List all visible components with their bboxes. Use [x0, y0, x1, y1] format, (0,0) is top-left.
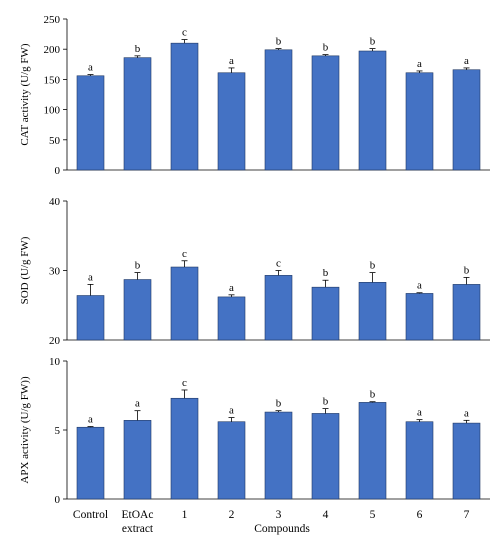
significance-letter: c [276, 258, 281, 270]
significance-letter: b [276, 398, 282, 410]
y-axis-label: CAT activity (U/g FW) [19, 43, 31, 145]
bar [358, 282, 387, 341]
x-tick-label: 2 [229, 509, 235, 521]
significance-letter: b [370, 36, 376, 48]
x-tick-label: 6 [417, 509, 423, 521]
x-tick-label: 3 [276, 509, 282, 521]
y-tick-label: 50 [49, 135, 61, 147]
y-tick-label: 10 [49, 356, 61, 368]
significance-letter: b [464, 264, 470, 276]
bar [170, 42, 199, 171]
bar [123, 57, 152, 171]
y-tick-label: 150 [44, 74, 61, 86]
significance-letter: a [88, 271, 93, 283]
x-tick-label: 4 [323, 509, 329, 521]
significance-letter: a [88, 414, 93, 426]
significance-letter: a [464, 407, 469, 419]
x-tick-label: 1 [182, 509, 188, 521]
significance-letter: a [417, 407, 422, 419]
chart-panel-3: 0 5 10 APX activity (U/g FW)) a a c a b b b a a [19, 356, 490, 506]
significance-letter: a [464, 55, 469, 67]
significance-letter: a [88, 62, 93, 74]
chart-panel-1: 0 50 100 150 200 250 CAT activity (U/g FW) a b c a… [19, 14, 490, 177]
significance-letter: b [276, 36, 282, 48]
significance-letter: b [370, 389, 376, 401]
bar [123, 279, 152, 341]
bar [217, 72, 246, 171]
bar [311, 413, 340, 500]
bar [217, 296, 246, 341]
y-tick-label: 100 [44, 105, 61, 117]
y-tick-label: 40 [49, 196, 61, 208]
x-tick-label: EtOAc extract [122, 509, 154, 535]
bar [76, 295, 105, 341]
significance-letter: c [182, 377, 187, 389]
significance-letter: a [229, 282, 234, 294]
bar [358, 402, 387, 500]
significance-letter: a [135, 398, 140, 410]
significance-letter: b [323, 396, 329, 408]
y-tick-label: 5 [55, 425, 61, 437]
significance-letter: a [229, 55, 234, 67]
bar [217, 421, 246, 500]
significance-letter: a [417, 280, 422, 292]
x-tick-label: Control [73, 509, 108, 521]
y-tick-label: 0 [55, 494, 61, 506]
bar [452, 69, 481, 171]
bar [311, 55, 340, 171]
x-axis-title: Compounds [254, 523, 310, 535]
bar [405, 421, 434, 500]
y-tick-label: 250 [44, 14, 61, 26]
significance-letter: a [229, 405, 234, 417]
bar [264, 275, 293, 341]
x-axis-labels: Control EtOAc extract 1 2 3 4 5 6 7 [73, 509, 470, 535]
x-tick-label: 5 [370, 509, 376, 521]
y-tick-label: 30 [49, 266, 61, 278]
bar [452, 422, 481, 500]
bar [76, 426, 105, 500]
significance-letter: b [323, 267, 329, 279]
bar [264, 411, 293, 500]
bar [452, 284, 481, 341]
bar [170, 397, 199, 500]
y-axis-label: APX activity (U/g FW)) [19, 376, 31, 484]
y-tick-label: 20 [49, 335, 61, 347]
significance-letter: b [370, 260, 376, 272]
significance-letter: c [182, 27, 187, 39]
bar [405, 72, 434, 171]
significance-letter: b [135, 260, 141, 272]
y-tick-label: 200 [44, 44, 61, 56]
y-axis-label: SOD (U/g FW) [19, 236, 31, 304]
significance-letter: b [135, 43, 141, 55]
x-tick-label: 7 [464, 509, 470, 521]
bar [170, 266, 199, 341]
bar [264, 49, 293, 171]
y-tick-label: 0 [55, 165, 61, 177]
bar [405, 293, 434, 341]
bar [358, 50, 387, 171]
significance-letter: b [323, 42, 329, 54]
significance-letter: a [417, 58, 422, 70]
bar [123, 420, 152, 500]
bar [311, 286, 340, 341]
significance-letter: c [182, 248, 187, 260]
chart-panel-2: 20 30 40 SOD (U/g FW) a b c a c b b a b [19, 196, 490, 347]
bar [76, 75, 105, 171]
